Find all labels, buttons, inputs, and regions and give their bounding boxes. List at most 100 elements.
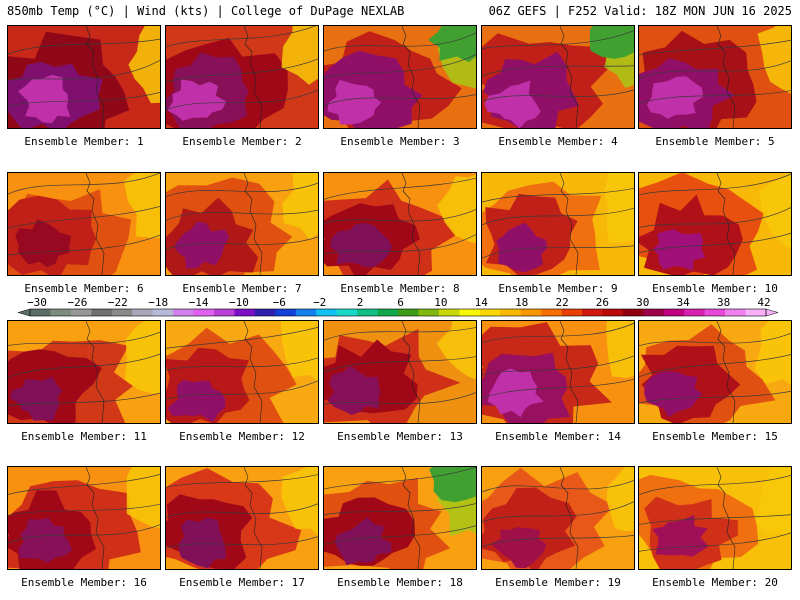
temperature-field bbox=[166, 467, 318, 569]
ensemble-member-label: Ensemble Member: 20 bbox=[652, 576, 778, 589]
colorbar-arrow-right bbox=[765, 308, 779, 317]
colorbar-swatch bbox=[30, 309, 51, 316]
ensemble-member-label: Ensemble Member: 9 bbox=[498, 282, 618, 295]
ensemble-map-16 bbox=[7, 466, 161, 570]
colorbar-swatch bbox=[561, 309, 583, 316]
ensemble-member-label: Ensemble Member: 6 bbox=[24, 282, 144, 295]
colorbar-tick-label: −18 bbox=[148, 296, 168, 309]
colorbar-swatch bbox=[234, 309, 256, 316]
ensemble-map-19 bbox=[481, 466, 635, 570]
temperature-field bbox=[324, 173, 476, 275]
colorbar-swatch bbox=[316, 309, 337, 316]
colorbar-swatch bbox=[582, 309, 603, 316]
colorbar-swatch bbox=[275, 309, 297, 316]
ensemble-map-20 bbox=[638, 466, 792, 570]
colorbar-swatch bbox=[336, 309, 358, 316]
ensemble-map-1 bbox=[7, 25, 161, 129]
temperature-field bbox=[639, 26, 791, 128]
colorbar-tick-label: 14 bbox=[475, 296, 489, 309]
temperature-field bbox=[482, 173, 634, 275]
colorbar-swatch bbox=[643, 309, 665, 316]
colorbar-tick-label: −30 bbox=[27, 296, 47, 309]
ensemble-map-5 bbox=[638, 25, 792, 129]
ensemble-member-label: Ensemble Member: 13 bbox=[337, 430, 463, 443]
ensemble-map-6 bbox=[7, 172, 161, 276]
colorbar-tick-label: 10 bbox=[434, 296, 447, 309]
temperature-field bbox=[324, 26, 476, 128]
colorbar-swatch bbox=[438, 309, 460, 316]
ensemble-map-10 bbox=[638, 172, 792, 276]
ensemble-member-label: Ensemble Member: 4 bbox=[498, 135, 618, 148]
ensemble-member-label: Ensemble Member: 19 bbox=[495, 576, 621, 589]
colorbar-swatch bbox=[214, 309, 235, 316]
colorbar-swatch bbox=[173, 309, 194, 316]
ensemble-map-4 bbox=[481, 25, 635, 129]
colorbar-swatch bbox=[663, 309, 685, 316]
ensemble-member-label: Ensemble Member: 12 bbox=[179, 430, 305, 443]
ensemble-member-label: Ensemble Member: 1 bbox=[24, 135, 144, 148]
ensemble-map-13 bbox=[323, 320, 477, 424]
temperature-field bbox=[8, 26, 160, 128]
temperature-field bbox=[482, 26, 634, 128]
colorbar-swatch bbox=[377, 309, 399, 316]
colorbar-swatch bbox=[622, 309, 644, 316]
temperature-field bbox=[8, 467, 160, 569]
colorbar-swatch bbox=[295, 309, 317, 316]
temperature-field bbox=[482, 321, 634, 423]
colorbar-tick-label: 6 bbox=[397, 296, 404, 309]
colorbar-swatch bbox=[111, 309, 133, 316]
colorbar-swatch bbox=[357, 309, 378, 316]
ensemble-member-label: Ensemble Member: 8 bbox=[340, 282, 460, 295]
colorbar-tick-label: −6 bbox=[273, 296, 286, 309]
colorbar-swatch bbox=[70, 309, 92, 316]
colorbar-swatch bbox=[684, 309, 705, 316]
temperature-field bbox=[166, 26, 318, 128]
colorbar-swatch bbox=[704, 309, 726, 316]
colorbar-swatch bbox=[193, 309, 215, 316]
colorbar-arrow-left bbox=[17, 308, 31, 317]
ensemble-member-label: Ensemble Member: 5 bbox=[655, 135, 775, 148]
colorbar-swatch bbox=[745, 309, 767, 316]
temperature-field bbox=[166, 321, 318, 423]
colorbar-swatch bbox=[459, 309, 481, 316]
colorbar-swatch bbox=[132, 309, 153, 316]
ensemble-member-label: Ensemble Member: 18 bbox=[337, 576, 463, 589]
colorbar-swatch bbox=[254, 309, 276, 316]
colorbar-tick-label: −10 bbox=[229, 296, 249, 309]
colorbar-tick-label: 18 bbox=[515, 296, 528, 309]
temperature-field bbox=[166, 173, 318, 275]
temperature-field bbox=[324, 321, 476, 423]
colorbar-tick-label: 42 bbox=[757, 296, 770, 309]
ensemble-member-label: Ensemble Member: 16 bbox=[21, 576, 147, 589]
colorbar-swatch bbox=[91, 309, 113, 316]
colorbar-swatch bbox=[500, 309, 521, 316]
temperature-field bbox=[639, 467, 791, 569]
ensemble-member-label: Ensemble Member: 2 bbox=[182, 135, 302, 148]
temperature-field bbox=[324, 467, 476, 569]
colorbar-tick-label: −26 bbox=[67, 296, 87, 309]
header-run-info: 06Z GEFS | F252 Valid: 18Z MON JUN 16 20… bbox=[488, 4, 792, 18]
colorbar-swatch bbox=[541, 309, 562, 316]
ensemble-map-8 bbox=[323, 172, 477, 276]
colorbar-tick-label: 2 bbox=[357, 296, 364, 309]
colorbar-swatch bbox=[479, 309, 501, 316]
ensemble-map-17 bbox=[165, 466, 319, 570]
ensemble-member-label: Ensemble Member: 10 bbox=[652, 282, 778, 295]
ensemble-map-18 bbox=[323, 466, 477, 570]
temperature-field bbox=[639, 173, 791, 275]
colorbar-tick-label: 26 bbox=[596, 296, 609, 309]
header-title: 850mb Temp (°C) | Wind (kts) | College o… bbox=[7, 4, 405, 18]
ensemble-map-12 bbox=[165, 320, 319, 424]
colorbar-swatch bbox=[520, 309, 542, 316]
colorbar-tick-label: −22 bbox=[108, 296, 128, 309]
ensemble-member-label: Ensemble Member: 14 bbox=[495, 430, 621, 443]
ensemble-member-label: Ensemble Member: 7 bbox=[182, 282, 302, 295]
temperature-colorbar: −30 −26 −22 −18 −14 −10 −6 −2 2 6 10 14 18 22 26 30 34 38… bbox=[17, 296, 779, 317]
colorbar-tick-label: 30 bbox=[636, 296, 649, 309]
ensemble-map-2 bbox=[165, 25, 319, 129]
temperature-field bbox=[8, 173, 160, 275]
ensemble-map-14 bbox=[481, 320, 635, 424]
temperature-field bbox=[639, 321, 791, 423]
temperature-field bbox=[8, 321, 160, 423]
ensemble-member-label: Ensemble Member: 15 bbox=[652, 430, 778, 443]
